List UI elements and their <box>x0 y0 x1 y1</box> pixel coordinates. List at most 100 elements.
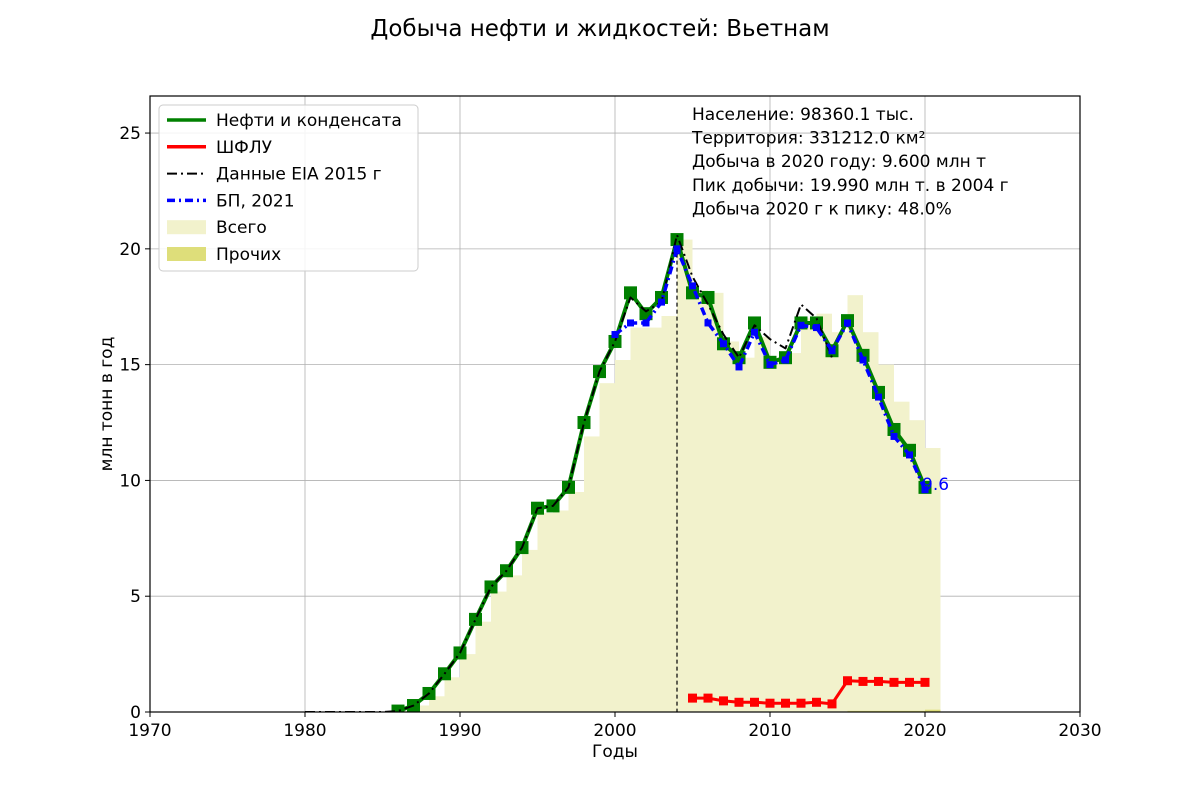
data-point <box>844 319 851 327</box>
bar <box>646 327 662 712</box>
bar <box>444 677 460 712</box>
bar <box>770 357 786 712</box>
y-axis-ticks: 0 5 10 15 20 25 <box>119 124 150 723</box>
bar <box>692 290 708 712</box>
data-point <box>781 698 790 708</box>
bar <box>568 492 584 712</box>
x-tick-label: 1980 <box>283 721 326 741</box>
data-point <box>719 696 728 706</box>
data-point <box>703 693 713 703</box>
x-tick-label: 2010 <box>748 721 791 741</box>
bar <box>491 591 507 712</box>
y-tick-label: 25 <box>119 124 141 144</box>
data-point <box>688 693 697 703</box>
data-point <box>766 361 774 369</box>
bar <box>723 341 739 712</box>
series-line <box>305 233 833 712</box>
bar <box>816 313 832 712</box>
bar <box>475 621 491 712</box>
data-point <box>735 363 743 371</box>
data-point <box>889 677 899 687</box>
bar <box>677 239 693 712</box>
info-line: Население: 98360.1 тыс. <box>692 105 914 125</box>
data-point <box>828 347 836 355</box>
legend-label: Всего <box>216 218 267 238</box>
data-point <box>813 324 820 332</box>
data-point <box>920 677 930 687</box>
series-line <box>692 679 925 706</box>
data-point <box>484 580 498 594</box>
x-axis-label: Годы <box>592 742 638 762</box>
y-axis-label: млн тонн в год <box>97 337 117 472</box>
data-point <box>391 704 405 712</box>
bar <box>801 318 817 712</box>
y-tick-label: 15 <box>119 356 141 376</box>
bar <box>863 332 879 712</box>
data-point <box>577 416 591 430</box>
data-point <box>642 319 650 327</box>
data-point <box>843 676 852 686</box>
data-point <box>782 356 789 364</box>
bar <box>754 336 770 712</box>
data-point <box>704 319 712 327</box>
data-point <box>765 698 775 708</box>
info-line: Пик добычи: 19.990 млн т. в 2004 г <box>692 176 1009 196</box>
data-point <box>797 321 805 329</box>
legend-label: Данные EIA 2015 г <box>216 165 382 185</box>
data-point <box>827 699 837 709</box>
bar <box>925 448 941 712</box>
data-point <box>859 356 867 364</box>
bar <box>832 332 848 712</box>
bar <box>630 327 646 712</box>
info-box: Население: 98360.1 тыс. Территория: 33121… <box>691 105 1009 219</box>
data-point <box>624 286 637 300</box>
chart-title: Добыча нефти и жидкостей: Вьетнам <box>370 16 829 42</box>
bar <box>847 295 863 712</box>
data-point <box>670 233 684 247</box>
legend: Нефти и конденсата ШФЛУ Данные EIA 2015 г Б… <box>158 104 419 272</box>
y-tick-label: 0 <box>130 703 141 723</box>
data-point <box>627 319 634 327</box>
data-point <box>905 677 914 687</box>
data-point <box>921 486 929 494</box>
x-tick-label: 1970 <box>128 721 171 741</box>
bar <box>429 696 445 712</box>
bar <box>599 383 615 712</box>
data-point <box>812 697 821 707</box>
legend-label: ШФЛУ <box>216 138 273 158</box>
data-point <box>748 316 761 330</box>
y-tick-label: 20 <box>119 240 141 260</box>
legend-swatch <box>167 247 206 261</box>
end-value-label: 9.6 <box>922 475 949 495</box>
x-tick-label: 1990 <box>438 721 481 741</box>
bar <box>878 364 894 712</box>
x-tick-label: 2000 <box>593 721 636 741</box>
bar <box>460 654 476 712</box>
bar <box>413 705 429 712</box>
data-point <box>611 331 619 339</box>
data-point <box>875 393 882 401</box>
data-point <box>750 697 759 707</box>
info-line: Добыча в 2020 году: 9.600 млн т <box>692 152 986 172</box>
data-point <box>874 676 883 686</box>
x-tick-label: 2020 <box>903 721 946 741</box>
bar <box>584 436 600 712</box>
bar <box>537 512 553 712</box>
legend-label: Нефти и конденсата <box>216 111 402 131</box>
bar <box>615 360 631 712</box>
data-point <box>673 245 681 253</box>
bars <box>398 239 941 712</box>
legend-label: БП, 2021 <box>216 191 295 211</box>
y-tick-label: 5 <box>130 587 141 607</box>
data-point <box>658 298 665 306</box>
legend-box <box>158 104 419 272</box>
data-point <box>720 340 727 348</box>
data-point <box>608 334 622 348</box>
y-tick-label: 10 <box>119 471 141 491</box>
series-lines <box>305 233 932 712</box>
legend-swatch <box>167 220 206 235</box>
bar <box>739 357 755 712</box>
bar <box>506 575 522 712</box>
bar <box>661 316 677 712</box>
